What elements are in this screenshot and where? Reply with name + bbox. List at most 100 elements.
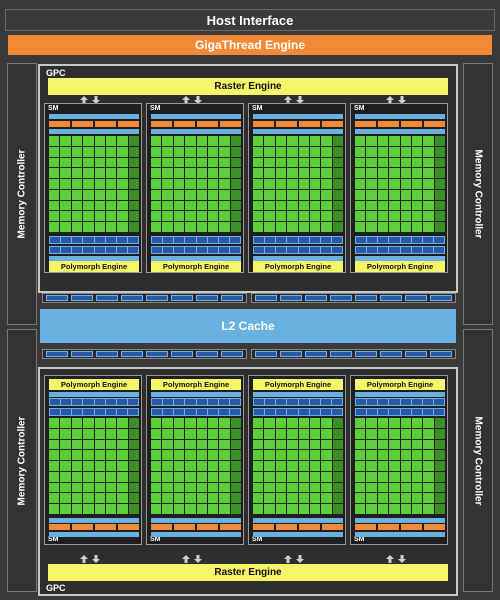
load-store-unit (229, 409, 240, 415)
load-store-row (49, 246, 139, 254)
streaming-multiprocessor: SM Polymorph Engine (248, 375, 346, 545)
cuda-core (389, 493, 400, 504)
raster-link-arrows-icon (182, 555, 206, 563)
cuda-core (377, 222, 389, 232)
cuda-core (60, 157, 71, 168)
load-store-unit (309, 237, 320, 243)
dispatch-unit (197, 524, 218, 530)
sfu-unit (332, 493, 343, 504)
cuda-core (389, 189, 400, 200)
load-store-unit (287, 399, 298, 405)
cuda-core (60, 136, 71, 146)
cuda-core (117, 493, 128, 504)
cuda-core (162, 418, 173, 428)
sfu-unit (128, 200, 139, 211)
load-store-unit (94, 399, 105, 405)
cuda-core (71, 418, 83, 428)
cuda-core (309, 439, 321, 450)
register-bar (151, 129, 241, 134)
cuda-core (377, 450, 389, 461)
cuda-core (366, 461, 377, 471)
cuda-core (83, 200, 94, 211)
cuda-core (275, 482, 287, 493)
sfu-unit (230, 439, 241, 450)
sfu-unit (128, 428, 139, 439)
cuda-core (264, 211, 275, 222)
sfu-unit (332, 200, 343, 211)
load-store-unit (61, 247, 72, 253)
cuda-core (423, 136, 434, 146)
load-store-unit (254, 237, 265, 243)
load-store-unit (174, 399, 185, 405)
cuda-core (264, 136, 275, 146)
load-store-unit (127, 247, 138, 253)
cuda-core (185, 482, 196, 493)
load-store-unit (152, 247, 163, 253)
cuda-core-grid (151, 418, 241, 514)
cuda-core (207, 471, 219, 482)
load-store-unit (422, 399, 433, 405)
cuda-core (253, 200, 264, 211)
cuda-core (83, 189, 94, 200)
load-store-unit (127, 399, 138, 405)
load-store-unit (265, 247, 276, 253)
cuda-core (287, 461, 298, 471)
cuda-core (105, 136, 117, 146)
polymorph-engine: Polymorph Engine (355, 261, 445, 272)
dispatch-unit (378, 121, 399, 127)
register-bar (49, 114, 139, 119)
cuda-core (105, 493, 117, 504)
load-store-unit (152, 399, 163, 405)
gpc-top: GPC Raster Engine SM Polymorph Engine SM Poly… (38, 64, 458, 293)
cuda-core (264, 461, 275, 471)
sfu-unit (434, 439, 445, 450)
sfu-unit (332, 211, 343, 222)
cuda-core (162, 471, 173, 482)
sfu-unit (128, 439, 139, 450)
cuda-core (400, 200, 411, 211)
load-store-unit (433, 409, 444, 415)
cuda-core (275, 450, 287, 461)
sfu-unit (332, 428, 343, 439)
cuda-core (60, 461, 71, 471)
cuda-core (253, 461, 264, 471)
cuda-core (389, 200, 400, 211)
load-store-unit (105, 237, 116, 243)
load-store-unit (50, 399, 61, 405)
cuda-core (105, 200, 117, 211)
cuda-core (298, 189, 309, 200)
load-store-unit (163, 409, 174, 415)
cuda-core-grid (355, 418, 445, 514)
cuda-core (94, 189, 105, 200)
cuda-core (60, 418, 71, 428)
load-store-unit (254, 247, 265, 253)
load-store-row (151, 398, 241, 406)
load-store-unit (356, 237, 367, 243)
cuda-core (321, 157, 332, 168)
cuda-core (355, 211, 366, 222)
cuda-core (207, 493, 219, 504)
dispatch-unit (276, 121, 297, 127)
cuda-core (411, 189, 423, 200)
cuda-core (400, 146, 411, 157)
dispatch-unit (95, 524, 116, 530)
sfu-unit (434, 179, 445, 189)
cuda-core (71, 493, 83, 504)
cuda-core (71, 461, 83, 471)
cuda-core (117, 211, 128, 222)
cuda-core (151, 222, 162, 232)
cuda-core (117, 439, 128, 450)
cuda-core (173, 418, 185, 428)
cuda-core (298, 136, 309, 146)
cuda-core (94, 211, 105, 222)
cuda-core (83, 157, 94, 168)
streaming-multiprocessor: SM Polymorph Engine (350, 375, 448, 545)
cuda-core (411, 439, 423, 450)
cuda-core (423, 222, 434, 232)
cuda-core (151, 471, 162, 482)
load-store-unit (229, 237, 240, 243)
register-bar (253, 114, 343, 119)
dispatch-unit-row (355, 121, 445, 127)
load-store-unit (163, 399, 174, 405)
load-store-unit (389, 247, 400, 253)
